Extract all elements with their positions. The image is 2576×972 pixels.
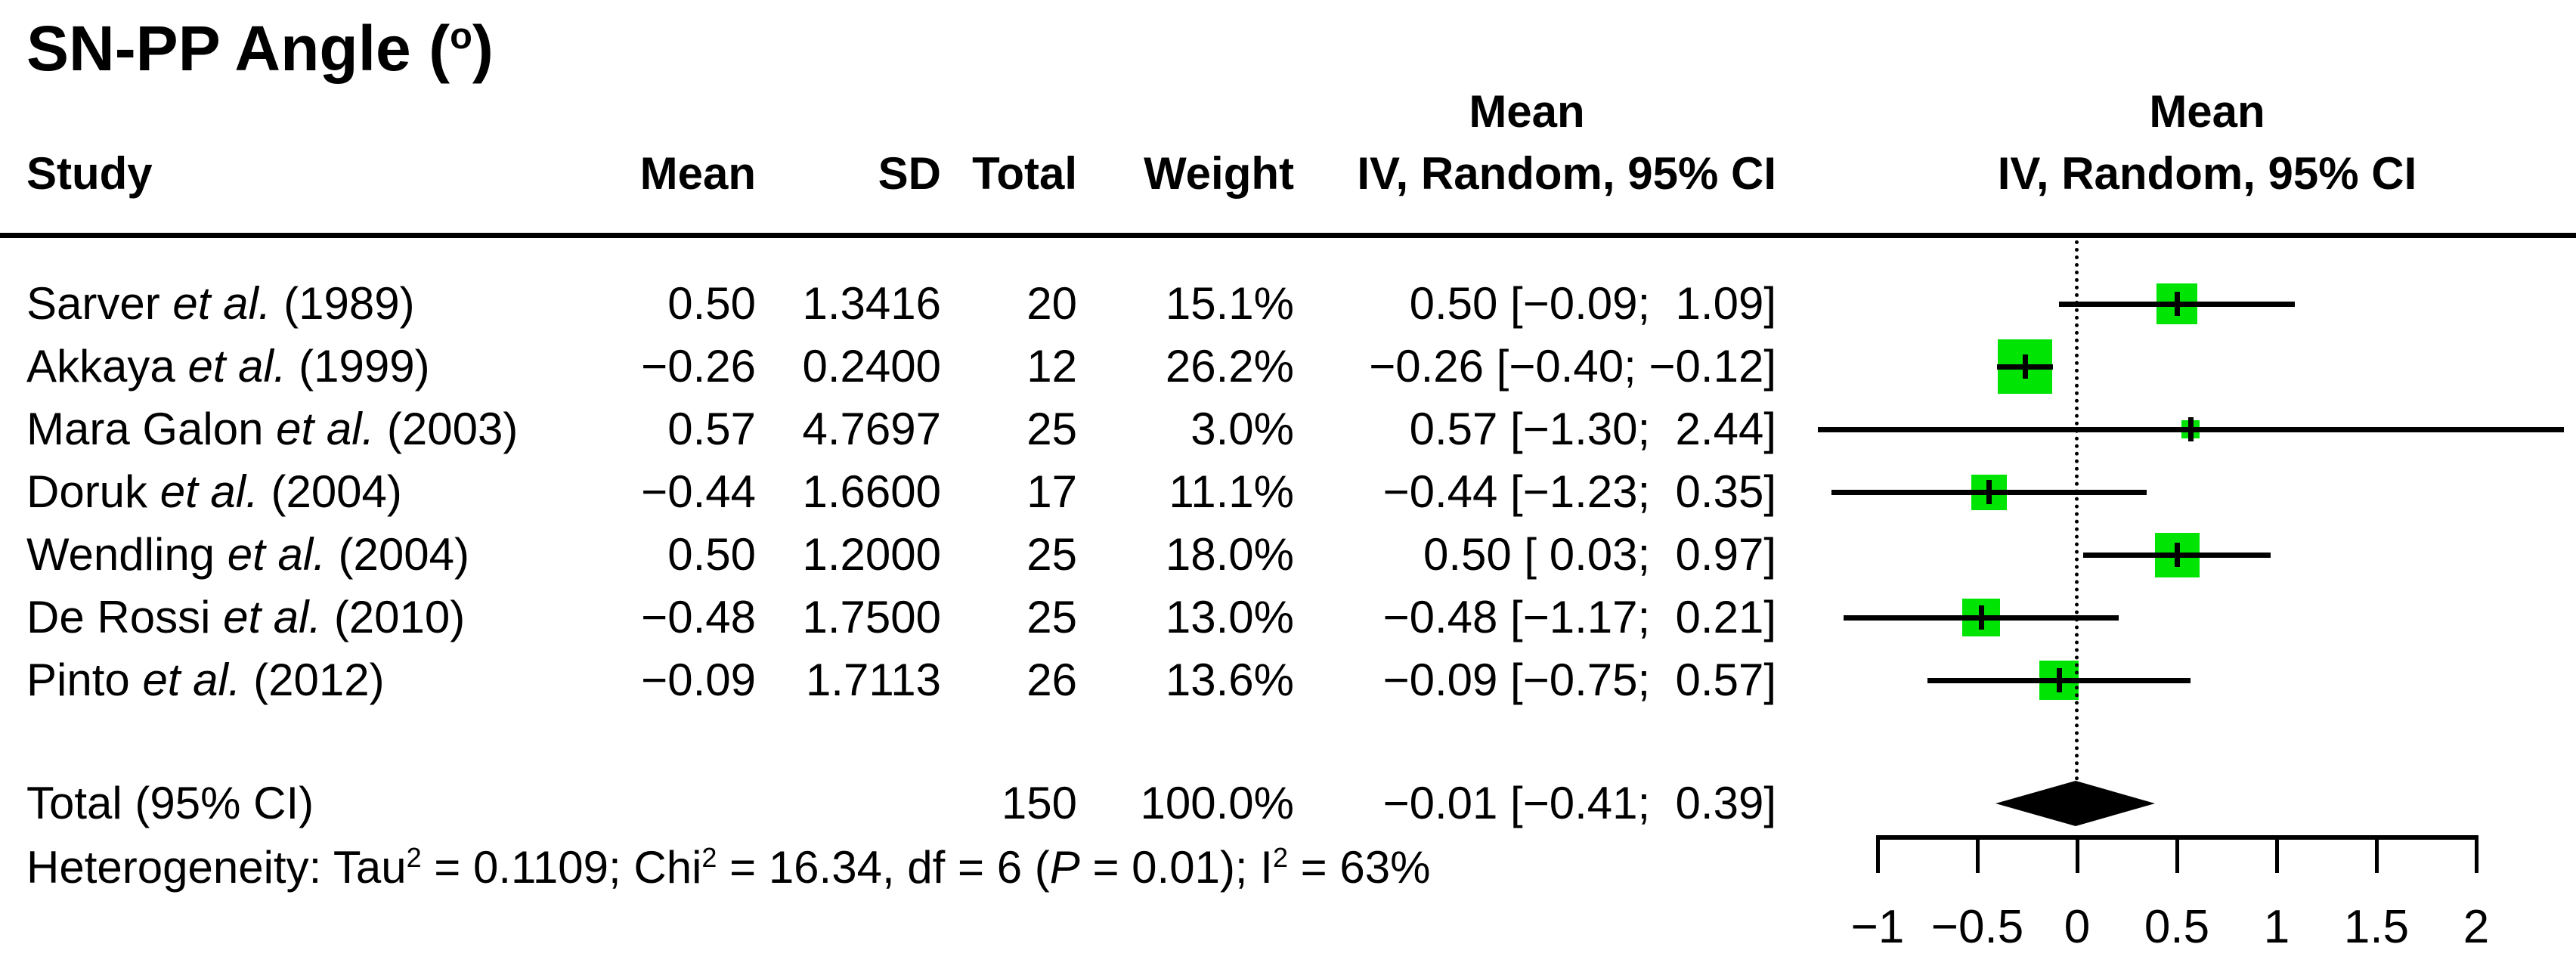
table-row: Wendling et al. (2004) 0.50 1.2000 25 18.0% 0… bbox=[0, 525, 2576, 585]
column-header-weight: Weight bbox=[1144, 148, 1294, 199]
total-row: Total (95% CI) 150 100.0% −0.01 [−0.41; 0.3… bbox=[0, 773, 2576, 834]
summary-diamond bbox=[1995, 781, 2155, 826]
table-row: Pinto et al. (2012) −0.09 1.7113 26 13.6% −0.… bbox=[0, 650, 2576, 710]
study-name: Mara Galon et al. (2003) bbox=[26, 404, 519, 454]
x-axis-tick-label: 1 bbox=[2263, 901, 2290, 953]
x-axis-tick-label: 2 bbox=[2463, 901, 2490, 953]
weight-value: 15.1% bbox=[1165, 278, 1294, 329]
point-estimate-tick bbox=[1979, 605, 1984, 630]
study-name: Sarver et al. (1989) bbox=[26, 278, 415, 329]
sd-value: 4.7697 bbox=[802, 404, 941, 454]
heterogeneity-note: Heterogeneity: Tau2 = 0.1109; Chi2 = 16.… bbox=[26, 842, 1431, 893]
ci-text-value: −0.48 [−1.17; 0.21] bbox=[1382, 592, 1776, 642]
column-header-sd: SD bbox=[878, 148, 941, 199]
ci-text-value: 0.57 [−1.30; 2.44] bbox=[1409, 404, 1776, 454]
weight-value: 3.0% bbox=[1190, 404, 1294, 454]
total-value: 150 bbox=[1001, 778, 1077, 828]
study-name: Doruk et al. (2004) bbox=[26, 466, 402, 517]
sd-value: 0.2400 bbox=[802, 341, 941, 392]
ci-text-value: −0.01 [−0.41; 0.39] bbox=[1382, 778, 1776, 828]
x-axis-tick bbox=[1976, 835, 1980, 873]
mean-value: 0.50 bbox=[667, 529, 756, 580]
total-value: 25 bbox=[1026, 404, 1077, 454]
x-axis-tick bbox=[2375, 835, 2379, 873]
ci-text-value: 0.50 [ 0.03; 0.97] bbox=[1423, 529, 1776, 580]
x-axis-tick-label: 0.5 bbox=[2144, 901, 2210, 953]
x-axis-tick bbox=[2076, 835, 2079, 873]
x-axis-tick-label: 0 bbox=[2064, 901, 2091, 953]
total-value: 12 bbox=[1026, 341, 1077, 392]
column-header-mean: Mean bbox=[639, 148, 756, 199]
x-axis-tick bbox=[2175, 835, 2179, 873]
ci-text-value: −0.44 [−1.23; 0.35] bbox=[1382, 466, 1776, 517]
sd-value: 1.7113 bbox=[805, 655, 941, 705]
point-estimate-tick bbox=[2057, 668, 2062, 692]
column-header-mean-over-plot: Mean bbox=[2149, 86, 2265, 137]
column-header-ci-text: IV, Random, 95% CI bbox=[1357, 148, 1776, 199]
table-row: Akkaya et al. (1999) −0.26 0.2400 12 26.2% −0… bbox=[0, 336, 2576, 397]
ci-text-value: 0.50 [−0.09; 1.09] bbox=[1409, 278, 1776, 329]
figure-title: SN-PP Angle (o) bbox=[26, 13, 494, 84]
point-estimate-tick bbox=[2023, 354, 2028, 379]
x-axis-tick bbox=[2275, 835, 2279, 873]
point-estimate-tick bbox=[2175, 292, 2180, 316]
x-axis-tick bbox=[1876, 835, 1880, 873]
mean-value: −0.26 bbox=[641, 341, 756, 392]
column-header-mean-over-ci-text: Mean bbox=[1469, 86, 1585, 137]
point-estimate-tick bbox=[2175, 543, 2180, 567]
mean-value: −0.44 bbox=[641, 466, 756, 517]
total-value: 25 bbox=[1026, 529, 1077, 580]
column-header-study: Study bbox=[26, 148, 153, 199]
table-row: Doruk et al. (2004) −0.44 1.6600 17 11.1% −0.… bbox=[0, 462, 2576, 522]
zero-reference-line bbox=[2075, 240, 2079, 781]
column-header-ci-plot: IV, Random, 95% CI bbox=[1997, 148, 2417, 199]
point-estimate-tick bbox=[1986, 480, 1992, 504]
study-name: Akkaya et al. (1999) bbox=[26, 341, 430, 392]
sd-value: 1.6600 bbox=[802, 466, 941, 517]
study-name: Wendling et al. (2004) bbox=[26, 529, 469, 580]
total-value: 17 bbox=[1026, 466, 1077, 517]
mean-value: −0.48 bbox=[641, 592, 756, 642]
sd-value: 1.2000 bbox=[802, 529, 941, 580]
total-label: Total (95% CI) bbox=[26, 778, 314, 828]
mean-value: 0.57 bbox=[667, 404, 756, 454]
weight-value: 18.0% bbox=[1165, 529, 1294, 580]
sd-value: 1.3416 bbox=[802, 278, 941, 329]
column-header-total: Total bbox=[972, 148, 1077, 199]
mean-value: 0.50 bbox=[667, 278, 756, 329]
table-row: Mara Galon et al. (2003) 0.57 4.7697 25 3.0%… bbox=[0, 399, 2576, 460]
table-row: De Rossi et al. (2010) −0.48 1.7500 25 13.0%… bbox=[0, 587, 2576, 648]
header-rule bbox=[0, 233, 2576, 238]
point-estimate-tick bbox=[2188, 417, 2194, 441]
weight-value: 26.2% bbox=[1165, 341, 1294, 392]
weight-value: 11.1% bbox=[1169, 466, 1294, 517]
x-axis-tick-label: −1 bbox=[1850, 901, 1905, 953]
sd-value: 1.7500 bbox=[802, 592, 941, 642]
mean-value: −0.09 bbox=[641, 655, 756, 705]
study-name: Pinto et al. (2012) bbox=[26, 655, 385, 705]
study-name: De Rossi et al. (2010) bbox=[26, 592, 466, 642]
x-axis-tick-label: −0.5 bbox=[1930, 901, 2024, 953]
weight-value: 13.6% bbox=[1165, 655, 1294, 705]
total-value: 25 bbox=[1026, 592, 1077, 642]
ci-text-value: −0.09 [−0.75; 0.57] bbox=[1382, 655, 1776, 705]
x-axis-tick-label: 1.5 bbox=[2343, 901, 2410, 953]
weight-value: 100.0% bbox=[1140, 778, 1295, 828]
weight-value: 13.0% bbox=[1165, 592, 1294, 642]
ci-text-value: −0.26 [−0.40; −0.12] bbox=[1369, 341, 1776, 392]
total-value: 20 bbox=[1026, 278, 1077, 329]
x-axis-tick bbox=[2475, 835, 2478, 873]
table-row: Sarver et al. (1989) 0.50 1.3416 20 15.1% 0.5… bbox=[0, 274, 2576, 334]
total-value: 26 bbox=[1026, 655, 1077, 705]
